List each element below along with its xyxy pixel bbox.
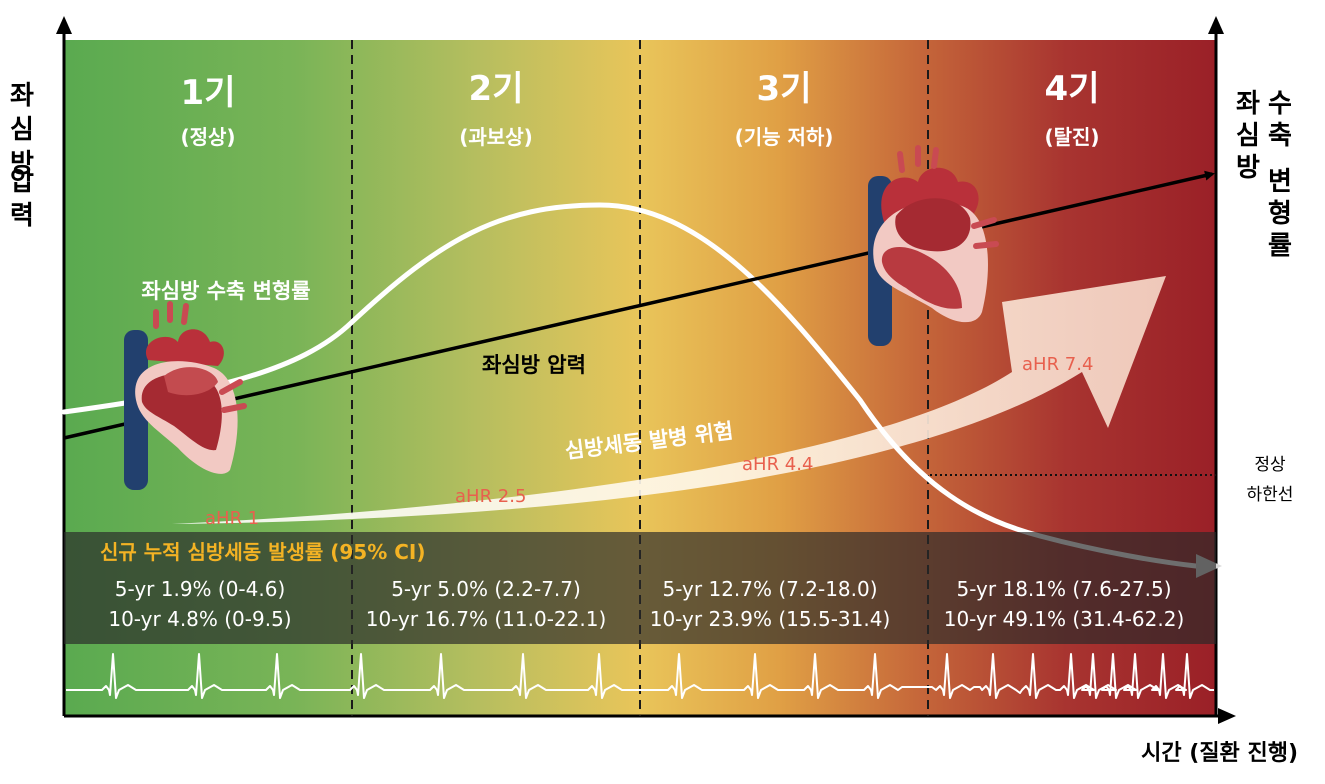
stage-4-subtitle: (탈진) [1044,125,1099,149]
stage-2-rate-5yr: 5-yr 5.0% (2.2-7.7) [391,577,581,601]
la-pressure-line [63,170,1215,440]
ahr-labels: aHR 1 aHR 2.5 aHR 4.4 aHR 7.4 [205,354,1093,529]
x-axis-label: 시간 (질환 진행) [1141,741,1298,766]
heart-icon-normal [124,301,247,490]
stage-3-title: 3기 [757,69,812,109]
stage-2-title: 2기 [469,69,524,109]
stage-1-title: 1기 [181,73,236,113]
pressure-line-label: 좌심방 압력 [482,353,586,377]
stage-3-rate-10yr: 10-yr 23.9% (15.5-31.4) [650,607,891,631]
incidence-band [64,532,1216,644]
stage-4-title: 4기 [1045,69,1100,109]
stage-1-rate-5yr: 5-yr 1.9% (0-4.6) [115,577,286,601]
band-title: 신규 누적 심방세동 발생률 (95% CI) [100,540,426,564]
stage-1-subtitle: (정상) [180,125,235,149]
ahr-stage-1: aHR 1 [205,508,259,529]
stage-1-rate-10yr: 10-yr 4.8% (0-9.5) [108,607,291,631]
ahr-stage-3: aHR 4.4 [742,454,813,475]
normal-lower-limit-label: 정상 하한선 [1247,455,1294,505]
incidence-rates: 5-yr 1.9% (0-4.6) 10-yr 4.8% (0-9.5) 5-y… [108,577,1184,631]
stage-2-subtitle: (과보상) [459,125,532,149]
af-risk-arrow [172,276,1166,524]
right-axis-label: 좌 심 방수 축 변 형 률 [1236,89,1292,261]
stage-3-subtitle: (기능 저하) [735,125,834,149]
stage-4-rate-10yr: 10-yr 49.1% (31.4-62.2) [944,607,1185,631]
ahr-stage-2: aHR 2.5 [455,486,526,507]
strain-curve-label: 좌심방 수축 변형률 [141,279,310,303]
normal-lower-limit-text-1: 정상 [1254,455,1286,475]
stage-4-rate-5yr: 5-yr 18.1% (7.6-27.5) [956,577,1171,601]
ecg-trace [66,653,1214,699]
stage-3-rate-5yr: 5-yr 12.7% (7.2-18.0) [662,577,877,601]
heart-icon-enlarged [868,145,999,346]
normal-lower-limit-text-2: 하한선 [1247,485,1294,505]
stage-2-rate-10yr: 10-yr 16.7% (11.0-22.1) [366,607,607,631]
stage-titles: 1기 (정상) 2기 (과보상) 3기 (기능 저하) 4기 (탈진) [180,69,1099,149]
ahr-stage-4: aHR 7.4 [1022,354,1093,375]
